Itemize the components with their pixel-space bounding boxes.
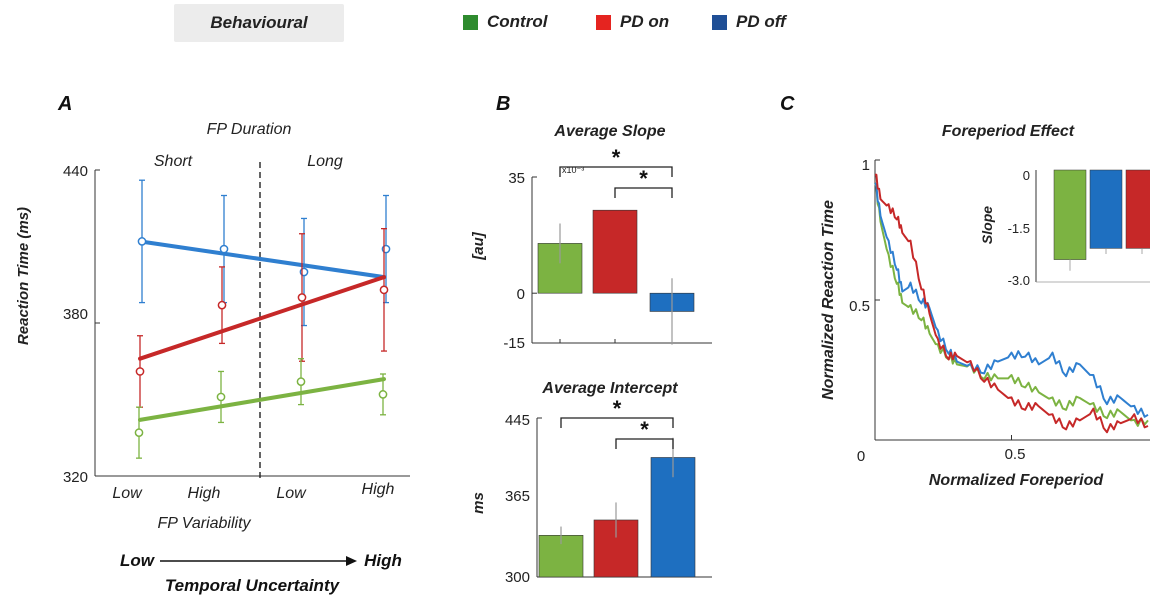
panel-b2-title: Average Intercept xyxy=(541,380,678,397)
panel-c-ytick-0-5: 0.5 xyxy=(849,298,870,315)
panel-a-xtick-1: Low xyxy=(112,485,143,502)
panel-b1-ylabel: [au] xyxy=(470,231,487,261)
panel-b2-ytick-300: 300 xyxy=(505,569,530,586)
panel-b2-ytick-365: 365 xyxy=(505,488,530,505)
panelB1-sig-star-inner: * xyxy=(639,166,648,191)
panel-b1-ytick-0: 0 xyxy=(517,286,525,303)
arrow-label-high: High xyxy=(364,551,402,570)
panel-b1-exponent: x10⁻³ xyxy=(562,165,584,175)
panel-a-xtick-3: Low xyxy=(276,485,307,502)
panelB2-bar-pd_off xyxy=(650,457,696,578)
inset-ytick-1-5: -1.5 xyxy=(1008,221,1030,236)
arrow-caption: Temporal Uncertainty xyxy=(165,576,341,595)
fit-line-pd_on xyxy=(138,275,386,361)
legend-label-pd-on: PD on xyxy=(620,12,670,31)
panel-b2-ytick-445: 445 xyxy=(505,412,530,429)
panel-a-xlabel: FP Variability xyxy=(157,515,251,532)
point-pd_off-0 xyxy=(137,237,147,246)
inset-ytick-0: 0 xyxy=(1023,168,1030,183)
panelB1-sig-star-outer: * xyxy=(612,145,621,170)
panel-a-ytick-380: 380 xyxy=(63,306,88,323)
panel-b1-ytick-neg15: -15 xyxy=(503,335,525,352)
panel-b1-ytick-35: 35 xyxy=(508,170,525,187)
panel-c-inset xyxy=(1035,169,1150,283)
legend-item-pd-off: PD off xyxy=(712,12,786,32)
panel-a-ytick-320: 320 xyxy=(63,469,88,486)
point-pd_on-2 xyxy=(297,293,307,302)
legend-swatch-control xyxy=(463,14,478,30)
panel-c-label: C xyxy=(780,93,795,115)
panel-a-label: A xyxy=(57,93,72,115)
point-control-3 xyxy=(378,390,388,399)
arrow-label-low: Low xyxy=(120,551,156,570)
panel-c-line-pd_on xyxy=(874,173,1149,434)
panel-b2-plot: ** xyxy=(536,396,712,578)
panel-c-xtick-0-5: 0.5 xyxy=(1005,446,1026,463)
point-control-1 xyxy=(216,392,226,402)
header-box xyxy=(174,4,344,42)
point-pd_off-1 xyxy=(219,244,229,254)
panel-a-plot xyxy=(94,162,410,480)
header-title: Behavioural xyxy=(210,13,308,32)
panel-c-xlabel: Normalized Foreperiod xyxy=(929,472,1104,489)
legend-label-pd-off: PD off xyxy=(736,12,786,31)
panel-a-group-long: Long xyxy=(307,153,343,170)
panelB2-sig-bracket-inner xyxy=(615,438,674,449)
panel-b1-title: Average Slope xyxy=(553,123,665,140)
panel-a-ytick-440: 440 xyxy=(63,163,88,180)
panel-c-plot xyxy=(874,159,1150,441)
fit-line-pd_off xyxy=(138,239,386,280)
panelB1-sig-bracket-outer xyxy=(559,166,673,177)
panel-c-xtick-0: 0 xyxy=(857,448,865,465)
point-pd_on-1 xyxy=(217,300,227,310)
point-pd_on-0 xyxy=(135,367,145,376)
panelB1-sig-bracket-inner xyxy=(614,187,673,198)
inset-bar-pd_off xyxy=(1089,169,1123,249)
panel-b2-ylabel: ms xyxy=(470,492,487,514)
inset-ylabel: Slope xyxy=(979,206,995,244)
panelB2-sig-star-outer: * xyxy=(613,396,622,421)
fit-line-control xyxy=(138,377,386,422)
uncertainty-arrow-head xyxy=(346,556,357,566)
panel-b1-plot: ** xyxy=(531,145,712,345)
panel-c-ytick-1: 1 xyxy=(862,157,870,174)
panel-c-title: Foreperiod Effect xyxy=(942,123,1075,140)
inset-bar-pd_on xyxy=(1125,169,1150,249)
legend-item-control: Control xyxy=(463,12,547,32)
panel-a-xtick-2: High xyxy=(188,485,221,502)
panel-c-ylabel: Normalized Reaction Time xyxy=(820,200,837,400)
point-pd_on-3 xyxy=(379,285,389,295)
panel-a-xtick-4: High xyxy=(362,481,395,498)
point-control-0 xyxy=(134,428,144,437)
panel-a-title: FP Duration xyxy=(207,121,292,138)
panel-a-ylabel: Reaction Time (ms) xyxy=(15,207,32,345)
inset-ytick-3-0: -3.0 xyxy=(1008,273,1030,288)
panelB1-bar-pd_on xyxy=(592,209,638,294)
point-control-2 xyxy=(296,377,306,386)
panel-a-group-short: Short xyxy=(154,153,193,170)
inset-bar-control xyxy=(1053,169,1087,260)
legend-label-control: Control xyxy=(487,12,548,31)
panelB2-sig-bracket-outer xyxy=(560,417,674,428)
legend-item-pd-on: PD on xyxy=(596,12,669,32)
legend-swatch-pd-off xyxy=(712,14,727,30)
panel-b-label: B xyxy=(496,93,510,115)
panel-c-line-pd_off xyxy=(874,182,1149,418)
panelB2-sig-star-inner: * xyxy=(640,417,649,442)
panel-c-line-control xyxy=(874,182,1149,427)
legend-swatch-pd-on xyxy=(596,14,611,30)
